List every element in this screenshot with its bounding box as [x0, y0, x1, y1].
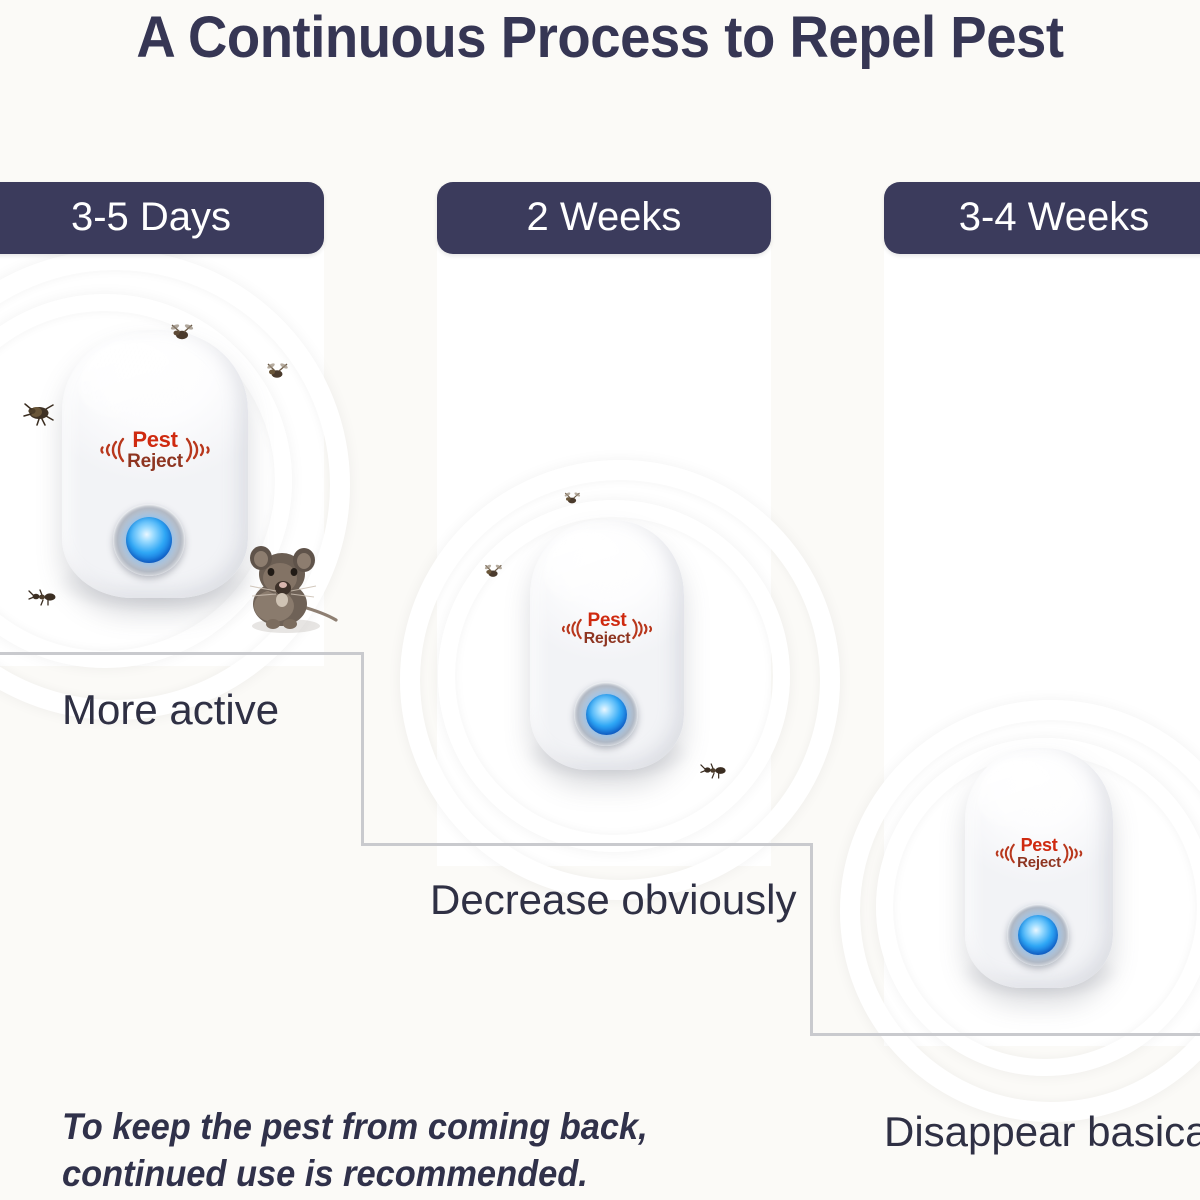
- pest-reject-logo-3: Pest Reject: [977, 832, 1101, 874]
- led-core: [585, 693, 627, 735]
- logo-word-reject: Reject: [583, 630, 631, 647]
- led-core: [1018, 915, 1058, 955]
- soundwave-right-icon: [632, 618, 653, 640]
- stage-tab-2-label: 2 Weeks: [526, 194, 682, 239]
- soundwave-left-icon: [100, 437, 125, 463]
- led-indicator-1[interactable]: [113, 504, 185, 576]
- connector-segment: [810, 1033, 1200, 1036]
- connector-segment: [361, 652, 364, 846]
- device-2: Pest Reject: [524, 520, 692, 782]
- footnote: To keep the pest from coming back, conti…: [62, 1104, 657, 1197]
- led-indicator-2[interactable]: [574, 682, 638, 746]
- caption-stage-1: More active: [62, 686, 280, 733]
- device-1: Pest Reject: [54, 330, 258, 614]
- stage-tab-3[interactable]: 3-4 Weeks: [884, 182, 1200, 254]
- led-indicator-3[interactable]: [1007, 904, 1069, 966]
- connector-segment: [810, 843, 813, 1035]
- soundwave-rings-3: [840, 700, 1200, 1122]
- soundwave-left-icon: [561, 618, 582, 640]
- caption-stage-3: Disappear basically: [884, 1108, 1200, 1155]
- logo-word-pest: Pest: [132, 427, 178, 452]
- caption-stage-2: Decrease obviously: [430, 876, 797, 923]
- footnote-line-1: To keep the pest from coming back,: [62, 1106, 648, 1147]
- soundwave-right-icon: [1063, 843, 1083, 863]
- soundwave-left-icon: [995, 843, 1015, 863]
- footnote-line-2: continued use is recommended.: [62, 1152, 588, 1194]
- stage-tab-1-label: 3-5 Days: [70, 194, 232, 239]
- logo-word-pest: Pest: [587, 610, 627, 631]
- stage-tab-1[interactable]: 3-5 Days: [0, 182, 324, 254]
- device-3: Pest Reject: [959, 748, 1121, 1000]
- pest-reject-logo-1: Pest Reject: [78, 426, 232, 474]
- connector-segment: [0, 652, 364, 655]
- pest-reject-logo-2: Pest Reject: [542, 608, 672, 650]
- soundwave-right-icon: [185, 437, 210, 463]
- connector-segment: [361, 843, 813, 846]
- page-title: A Continuous Process to Repel Pest: [136, 5, 1064, 70]
- stage-tab-2[interactable]: 2 Weeks: [437, 182, 771, 254]
- logo-word-reject: Reject: [127, 451, 183, 472]
- logo-word-reject: Reject: [1017, 854, 1061, 871]
- led-core: [126, 517, 172, 563]
- stage-tab-3-label: 3-4 Weeks: [958, 194, 1150, 239]
- logo-word-pest: Pest: [1020, 835, 1058, 855]
